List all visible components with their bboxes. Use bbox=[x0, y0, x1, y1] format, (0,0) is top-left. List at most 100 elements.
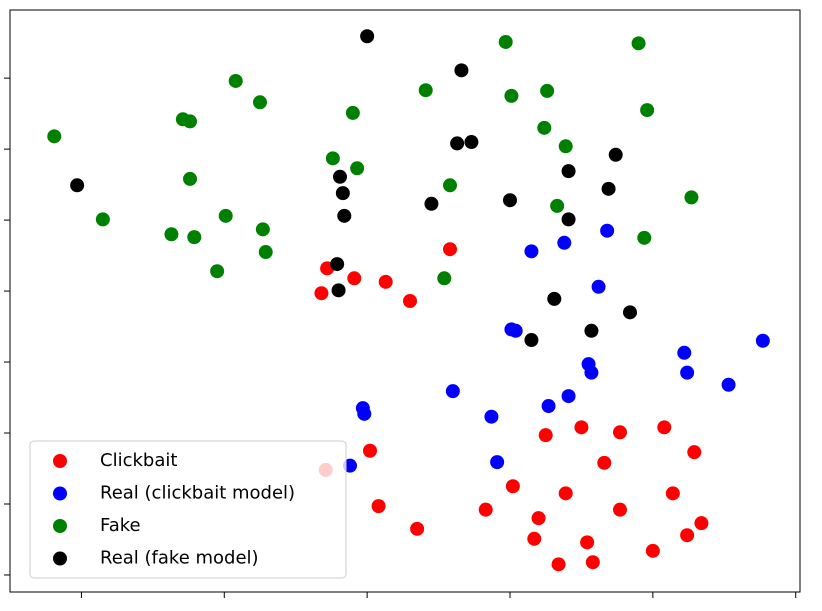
legend-label: Fake bbox=[100, 515, 141, 536]
point bbox=[335, 186, 350, 201]
point bbox=[608, 147, 623, 162]
point bbox=[537, 120, 552, 135]
point bbox=[680, 528, 695, 543]
point bbox=[721, 377, 736, 392]
point bbox=[591, 279, 606, 294]
point bbox=[601, 181, 616, 196]
point bbox=[437, 271, 452, 286]
legend-marker bbox=[53, 551, 67, 566]
point bbox=[410, 521, 425, 536]
point bbox=[657, 420, 672, 435]
point bbox=[228, 73, 243, 88]
point bbox=[574, 420, 589, 435]
point bbox=[561, 389, 576, 404]
point bbox=[418, 83, 433, 98]
point bbox=[561, 212, 576, 227]
point bbox=[613, 425, 627, 440]
point bbox=[531, 511, 546, 526]
point bbox=[95, 212, 110, 227]
point bbox=[330, 257, 345, 272]
legend-box bbox=[29, 440, 347, 579]
point bbox=[584, 365, 599, 380]
point bbox=[524, 333, 539, 348]
point bbox=[637, 230, 652, 245]
point bbox=[183, 114, 197, 129]
point bbox=[677, 345, 692, 360]
point bbox=[558, 486, 573, 501]
point bbox=[755, 333, 770, 348]
point bbox=[464, 135, 479, 150]
point bbox=[557, 235, 572, 250]
point bbox=[524, 244, 539, 259]
point bbox=[665, 486, 680, 501]
point bbox=[325, 151, 340, 166]
point bbox=[445, 384, 460, 399]
point bbox=[443, 242, 457, 257]
legend-label: Clickbait bbox=[100, 450, 177, 471]
point bbox=[551, 557, 566, 572]
point bbox=[360, 29, 375, 44]
point bbox=[253, 95, 267, 110]
point bbox=[540, 83, 555, 98]
point bbox=[357, 406, 372, 421]
point bbox=[498, 34, 513, 49]
point bbox=[694, 516, 709, 531]
legend-label: Real (fake model) bbox=[100, 548, 259, 569]
legend-marker bbox=[53, 454, 67, 468]
point bbox=[333, 169, 347, 184]
point bbox=[363, 443, 377, 458]
point bbox=[600, 223, 615, 238]
point bbox=[331, 283, 346, 298]
point bbox=[561, 164, 576, 179]
point bbox=[550, 198, 565, 213]
point bbox=[347, 271, 362, 286]
point bbox=[547, 291, 562, 306]
point bbox=[541, 399, 556, 414]
point bbox=[450, 136, 465, 151]
legend-marker bbox=[53, 486, 67, 501]
point bbox=[478, 502, 493, 517]
point bbox=[183, 171, 197, 186]
point bbox=[631, 36, 646, 51]
point bbox=[687, 445, 702, 460]
point bbox=[210, 264, 225, 279]
point bbox=[255, 222, 270, 237]
legend-label: Real (clickbait model) bbox=[100, 483, 295, 504]
point bbox=[508, 323, 523, 338]
point bbox=[490, 455, 505, 470]
point bbox=[164, 227, 179, 242]
legend-marker bbox=[53, 519, 67, 533]
point bbox=[584, 323, 599, 338]
point bbox=[337, 208, 352, 223]
point bbox=[613, 502, 627, 517]
point bbox=[378, 274, 393, 289]
point bbox=[70, 178, 85, 193]
point bbox=[558, 139, 573, 154]
point bbox=[680, 365, 695, 380]
point bbox=[187, 230, 202, 245]
point bbox=[597, 455, 612, 470]
point bbox=[640, 103, 655, 118]
point bbox=[503, 193, 517, 208]
point bbox=[424, 196, 439, 211]
point bbox=[484, 409, 499, 424]
point bbox=[403, 294, 417, 308]
point bbox=[218, 208, 233, 223]
point bbox=[345, 105, 360, 120]
point bbox=[527, 531, 542, 546]
point bbox=[350, 161, 365, 176]
point bbox=[623, 305, 637, 320]
plot-frame bbox=[9, 9, 801, 593]
point bbox=[538, 428, 553, 443]
point bbox=[505, 479, 520, 494]
point bbox=[258, 245, 273, 260]
point bbox=[580, 535, 595, 550]
point bbox=[47, 129, 62, 144]
point bbox=[443, 178, 457, 193]
point bbox=[454, 63, 469, 78]
point bbox=[585, 555, 600, 570]
point bbox=[504, 88, 519, 103]
point bbox=[684, 190, 699, 205]
